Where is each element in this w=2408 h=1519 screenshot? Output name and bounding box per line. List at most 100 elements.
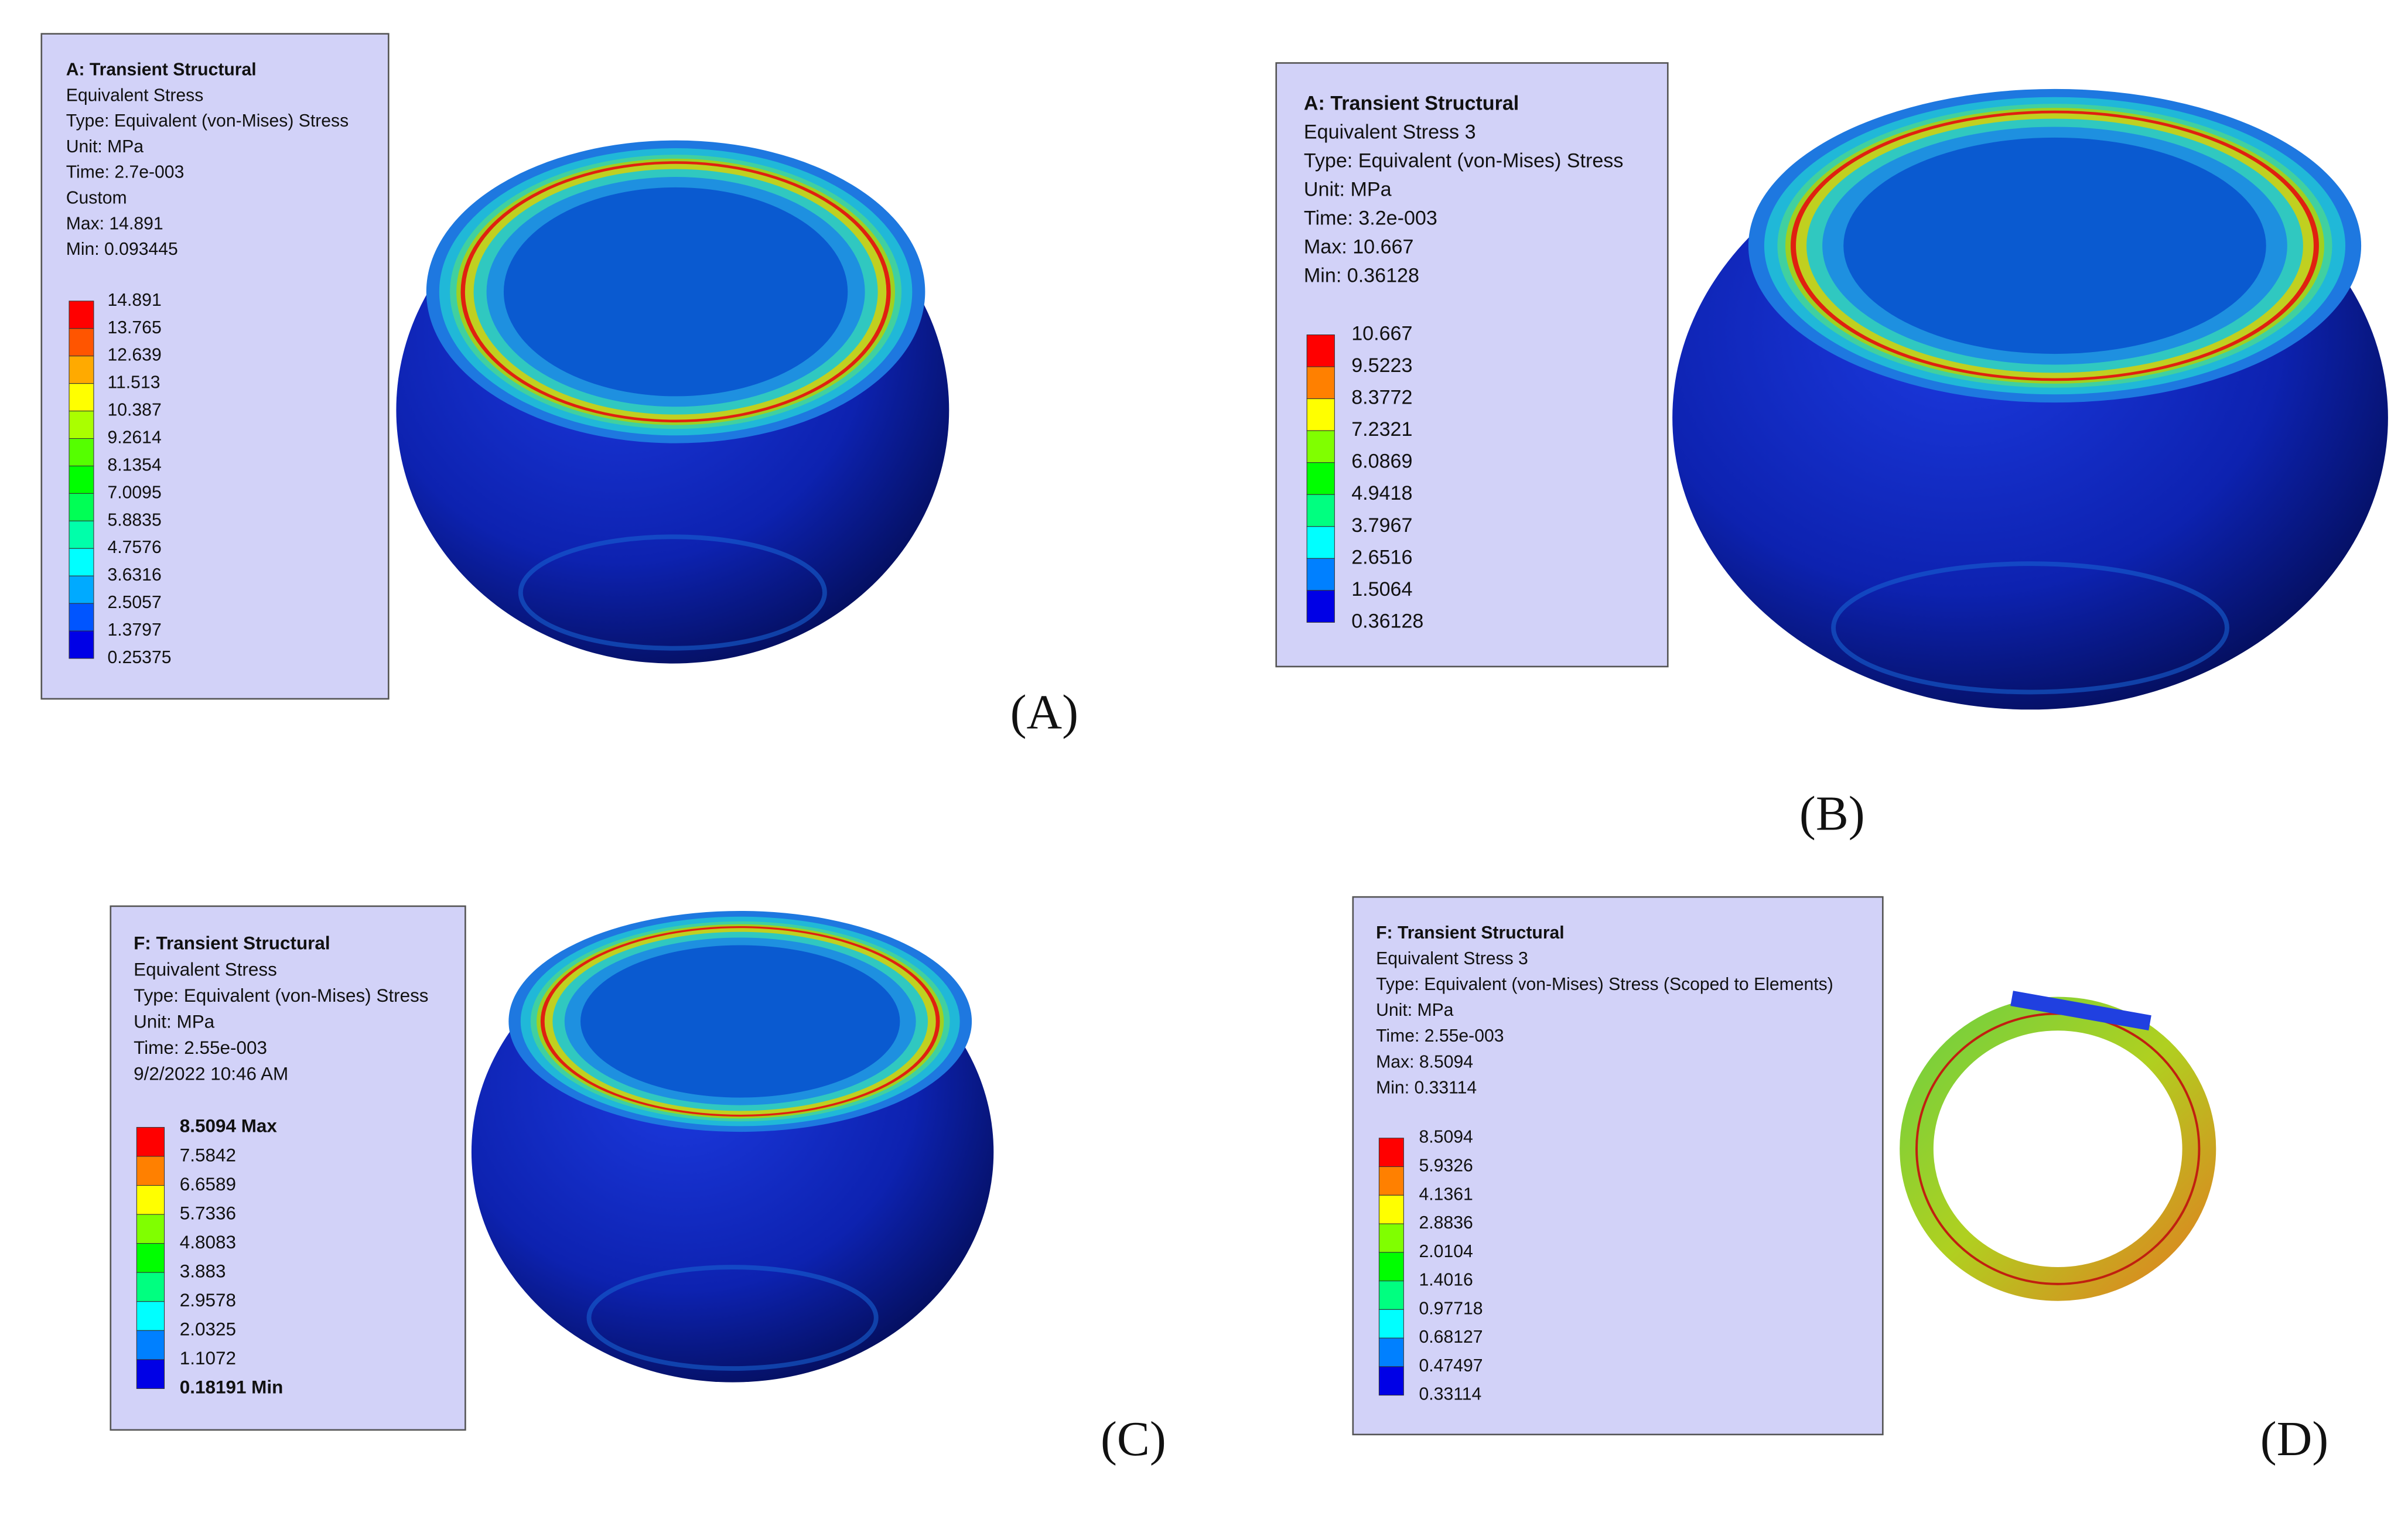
legend-value: 4.1361 bbox=[1419, 1185, 1473, 1204]
legend-value: 4.7576 bbox=[108, 538, 162, 557]
legend-value: 9.5223 bbox=[1351, 354, 1412, 377]
legend-line: Min: 0.33114 bbox=[1376, 1078, 1477, 1097]
legend-swatch bbox=[1306, 590, 1335, 623]
legend-swatch bbox=[1378, 1252, 1404, 1282]
legend-value: 5.7336 bbox=[180, 1203, 236, 1223]
legend-swatch bbox=[136, 1127, 165, 1157]
legend-line: Time: 3.2e-003 bbox=[1304, 207, 1437, 229]
legend-value: 0.97718 bbox=[1419, 1299, 1483, 1318]
legend-swatch bbox=[136, 1272, 165, 1302]
legend-swatch bbox=[69, 438, 94, 466]
legend-value: 8.5094 bbox=[1419, 1128, 1473, 1147]
legend-value: 8.1354 bbox=[108, 455, 162, 475]
legend-swatch bbox=[136, 1214, 165, 1244]
legend-swatch bbox=[1306, 334, 1335, 367]
legend-swatch bbox=[1378, 1166, 1404, 1196]
legend-value: 5.9326 bbox=[1419, 1156, 1473, 1176]
legend-box bbox=[1352, 896, 1884, 1436]
legend-swatch bbox=[1378, 1366, 1404, 1396]
legend-value: 3.6316 bbox=[108, 565, 162, 585]
legend-line: Type: Equivalent (von-Mises) Stress bbox=[66, 111, 349, 131]
legend-box bbox=[110, 905, 466, 1431]
legend-swatch bbox=[69, 356, 94, 384]
panel: F: Transient Structural Equivalent Stress… bbox=[110, 905, 1166, 1466]
legend-value: 0.18191 Min bbox=[180, 1377, 284, 1398]
legend-swatch bbox=[69, 411, 94, 439]
legend-value: 4.8083 bbox=[180, 1232, 236, 1252]
legend-value: 7.2321 bbox=[1351, 418, 1412, 441]
legend-value: 4.9418 bbox=[1351, 482, 1412, 504]
legend-swatch bbox=[1378, 1337, 1404, 1367]
legend-box bbox=[1275, 62, 1669, 668]
legend-line: Unit: MPa bbox=[1304, 178, 1392, 200]
legend-title: A: Transient Structural bbox=[66, 60, 257, 80]
panel-label: (C) bbox=[1101, 1412, 1166, 1466]
panel-label: (B) bbox=[1799, 787, 1865, 841]
legend-value: 2.9578 bbox=[180, 1290, 236, 1310]
legend-swatch bbox=[136, 1301, 165, 1331]
legend-box bbox=[40, 33, 390, 700]
legend-value: 3.7967 bbox=[1351, 514, 1412, 537]
legend-title: F: Transient Structural bbox=[134, 933, 330, 954]
legend-swatch bbox=[1306, 398, 1335, 431]
ring-cut bbox=[2010, 991, 2151, 1031]
legend-line: Equivalent Stress 3 bbox=[1304, 121, 1476, 143]
model-opening-band bbox=[580, 945, 900, 1098]
legend-line: Time: 2.55e-003 bbox=[1376, 1026, 1504, 1046]
legend-value: 10.667 bbox=[1351, 323, 1412, 345]
legend-swatch bbox=[1306, 462, 1335, 495]
panel: F: Transient Structural Equivalent Stress… bbox=[1352, 896, 2328, 1466]
legend-title: A: Transient Structural bbox=[1304, 92, 1519, 114]
legend-line: Time: 2.55e-003 bbox=[134, 1037, 267, 1058]
legend-value: 2.6516 bbox=[1351, 546, 1412, 568]
legend-value: 2.8836 bbox=[1419, 1213, 1473, 1233]
legend-line: 9/2/2022 10:46 AM bbox=[134, 1064, 288, 1084]
legend-value: 9.2614 bbox=[108, 428, 162, 448]
legend-value: 12.639 bbox=[108, 346, 162, 365]
model-bottom-band bbox=[586, 1265, 879, 1371]
legend-line: Type: Equivalent (von-Mises) Stress bbox=[1304, 149, 1623, 172]
legend-value: 13.765 bbox=[108, 318, 162, 337]
legend-value: 2.5057 bbox=[108, 593, 162, 612]
legend-swatch bbox=[136, 1330, 165, 1360]
legend-value: 2.0104 bbox=[1419, 1242, 1473, 1261]
legend-line: Max: 8.5094 bbox=[1376, 1052, 1473, 1071]
legend-swatch bbox=[136, 1243, 165, 1273]
legend-line: Time: 2.7e-003 bbox=[66, 163, 185, 182]
model-bottom-band bbox=[518, 534, 827, 651]
ring-model bbox=[1900, 996, 2216, 1301]
legend-swatch bbox=[136, 1185, 165, 1215]
legend-swatch bbox=[1306, 494, 1335, 527]
legend-value: 0.25375 bbox=[108, 648, 172, 667]
legend-value: 1.3797 bbox=[108, 620, 162, 640]
legend-line: Equivalent Stress 3 bbox=[1376, 949, 1528, 968]
legend-swatch bbox=[1378, 1138, 1404, 1168]
legend-value: 0.68127 bbox=[1419, 1327, 1483, 1347]
legend-value: 6.6589 bbox=[180, 1174, 236, 1194]
legend-swatch bbox=[1306, 366, 1335, 400]
legend-swatch bbox=[69, 328, 94, 357]
legend-swatch bbox=[136, 1359, 165, 1389]
panel: A: Transient Structural Equivalent Stress… bbox=[1275, 62, 2388, 841]
legend-swatch bbox=[1306, 430, 1335, 463]
legend-value: 8.3772 bbox=[1351, 387, 1412, 409]
legend-line: Custom bbox=[66, 188, 127, 207]
panel-label: (D) bbox=[2260, 1412, 2328, 1466]
legend-value: 1.4016 bbox=[1419, 1271, 1473, 1290]
legend-value: 8.5094 Max bbox=[180, 1116, 278, 1136]
legend-value: 1.1072 bbox=[180, 1348, 236, 1368]
legend-line: Min: 0.093445 bbox=[66, 240, 178, 259]
legend-line: Type: Equivalent (von-Mises) Stress (Sco… bbox=[1376, 975, 1833, 994]
legend-value: 5.8835 bbox=[108, 510, 162, 530]
legend-swatch bbox=[69, 465, 94, 494]
legend-line: Unit: MPa bbox=[134, 1011, 215, 1032]
legend-line: Unit: MPa bbox=[1376, 1001, 1454, 1020]
legend-value: 6.0869 bbox=[1351, 450, 1412, 473]
legend-swatch bbox=[1378, 1223, 1404, 1253]
panel: A: Transient Structural Equivalent Stress… bbox=[40, 33, 1078, 740]
legend-line: Max: 10.667 bbox=[1304, 235, 1414, 258]
legend-line: Type: Equivalent (von-Mises) Stress bbox=[134, 985, 428, 1006]
model-opening-band bbox=[1843, 137, 2266, 354]
legend-value: 11.513 bbox=[108, 373, 160, 392]
